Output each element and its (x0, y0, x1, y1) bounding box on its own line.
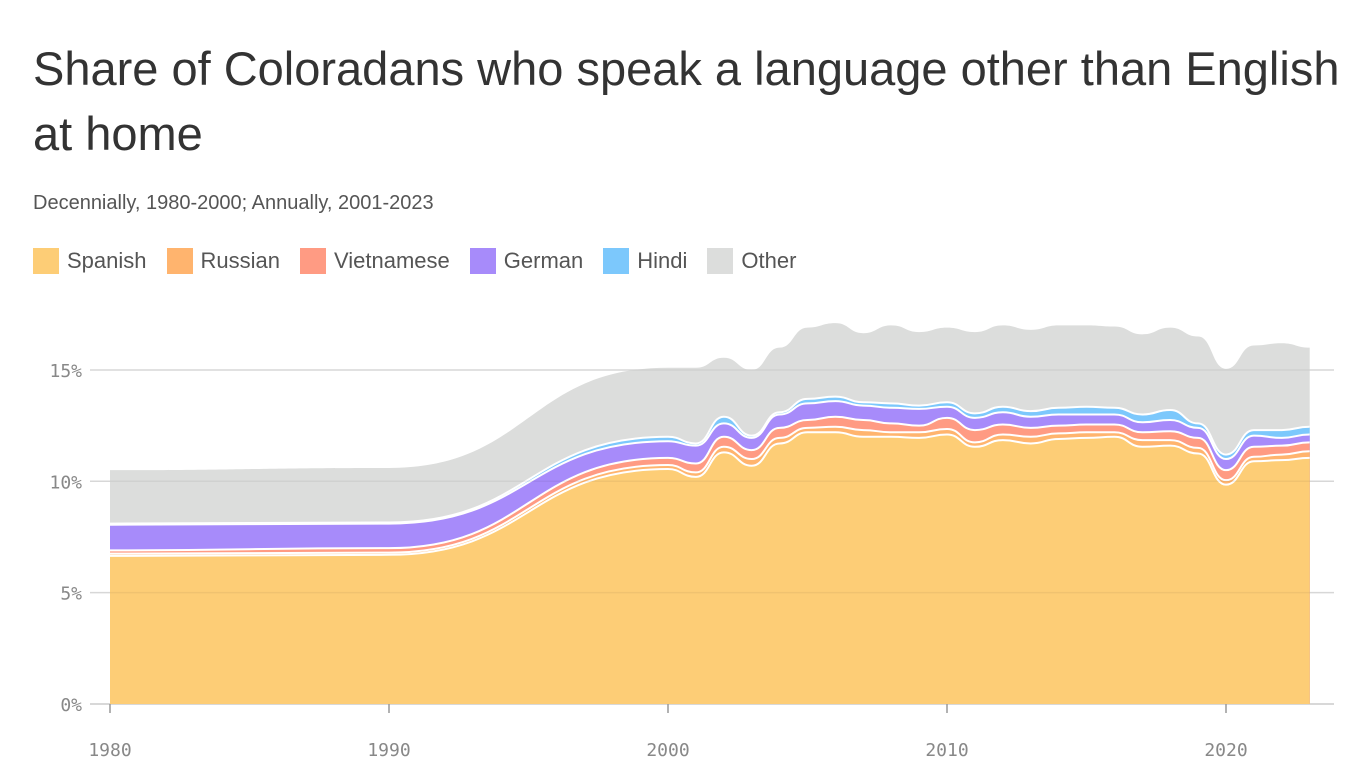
legend-item-hindi: Hindi (603, 248, 687, 274)
x-tick-label: 2010 (925, 740, 968, 761)
legend-swatch (603, 248, 630, 274)
x-tick-label: 1990 (367, 740, 410, 761)
boundary-german (109, 400, 1310, 526)
area-spanish (110, 432, 1310, 704)
legend-label: Spanish (67, 248, 147, 273)
legend-label: Other (741, 248, 797, 273)
x-tick-label: 2020 (1204, 740, 1247, 761)
boundary-hindi (109, 395, 1310, 525)
legend-label: Hindi (637, 248, 688, 273)
legend-swatch (707, 248, 734, 274)
y-tick-label: 10% (49, 472, 82, 493)
boundary-vietnamese (109, 415, 1310, 552)
legend-label: Russian (200, 248, 280, 273)
legend-item-russian: Russian (166, 248, 280, 274)
legend-item-other: Other (707, 248, 796, 274)
boundary-russian (109, 425, 1310, 555)
legend-swatch (469, 248, 496, 274)
boundary-spanish (109, 431, 1310, 557)
legend-label: German (503, 248, 584, 273)
y-tick-label: 0% (60, 695, 82, 716)
x-tick-label: 1980 (88, 740, 131, 761)
y-tick-label: 5% (60, 584, 82, 605)
legend-swatch (33, 248, 59, 274)
legend-item-vietnamese: Vietnamese (300, 248, 450, 274)
legend-swatch (166, 248, 193, 274)
y-tick-label: 15% (49, 361, 82, 382)
x-tick-label: 2000 (646, 740, 689, 761)
chart-title: Share of Coloradans who speak a language… (33, 42, 1340, 160)
legend-item-german: German (469, 248, 584, 274)
chart-subtitle: Decennially, 1980-2000; Annually, 2001-2… (33, 192, 434, 214)
legend-swatch (300, 248, 326, 274)
legend-label: Vietnamese (334, 248, 450, 273)
legend-item-spanish: Spanish (33, 248, 147, 274)
legend: Spanish Russian Vietnamese German Hindi Other (33, 248, 796, 274)
